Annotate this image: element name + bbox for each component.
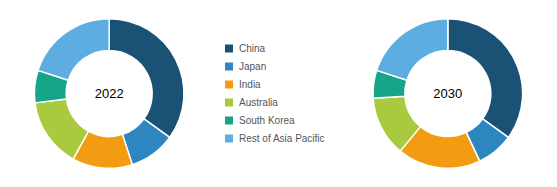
- svg-text:Australia: Australia: [239, 97, 278, 108]
- svg-text:Japan: Japan: [239, 61, 266, 72]
- svg-text:2030: 2030: [433, 86, 462, 101]
- svg-text:India: India: [239, 79, 261, 90]
- svg-text:South Korea: South Korea: [239, 115, 295, 126]
- svg-text:China: China: [239, 43, 266, 54]
- svg-text:Rest of Asia Pacific: Rest of Asia Pacific: [239, 133, 325, 144]
- svg-text:2022: 2022: [95, 86, 124, 101]
